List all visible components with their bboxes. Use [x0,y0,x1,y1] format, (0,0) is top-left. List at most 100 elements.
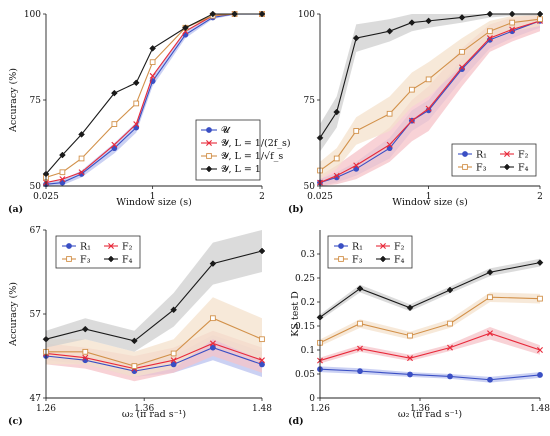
data-point-3-1-3 [447,344,453,351]
data-point-1-3-3 [386,27,393,35]
data-point-2-2-2 [131,363,138,369]
data-point-3-2-2 [407,332,413,339]
data-point-1-1-1 [333,172,340,179]
data-point-1-1-3 [386,141,393,148]
y-tick-label-1-0: 50 [304,182,316,192]
chart-panel-1: 0.025 1 2 50 75 100 Window size (s) (b) R₁ F₂ F₃ F₄ [288,10,544,215]
data-point-0-3-2 [78,131,85,138]
series-line-2-3 [45,250,263,342]
legend-entry-1-3: F₄ [518,163,529,174]
data-point-1-2-9 [537,16,543,23]
data-point-2-0-5 [259,361,265,368]
data-point-1-3-2 [352,34,360,42]
x-axis-label-1: Window size (s) [392,197,468,208]
x-tick-label-3-1: 1.36 [410,404,430,414]
y-tick-label-0-1: 75 [30,96,42,106]
data-point-2-2-4 [210,315,216,322]
y-tick-label-1-2: 100 [298,10,315,20]
x-tick-label-1-2: 2 [537,192,543,202]
panel-label-1: (b) [288,204,304,215]
series-line-3-3 [319,262,541,318]
band-3-1 [320,326,540,364]
y-tick-label-3-3: 0.15 [295,322,315,332]
series-line-1-2 [319,18,541,171]
legend-entry-2-3: F₄ [122,255,133,266]
data-point-0-1-2 [78,169,85,176]
data-point-3-0-4 [487,376,493,383]
series-line-2-1 [45,342,263,370]
data-point-1-2-8 [509,19,516,26]
y-tick-label-2-0: 47 [30,394,42,404]
data-point-1-2-4 [409,86,415,93]
data-point-1-2-2 [353,128,360,134]
y-tick-label-3-2: 0.1 [301,346,315,356]
y-tick-label-3-0: 0 [309,394,315,404]
legend-entry-3-0: R₁ [352,242,363,253]
series-line-2-0 [45,347,263,372]
data-point-1-1-8 [509,26,516,33]
data-point-2-3-5 [258,247,266,255]
data-point-0-1-1 [59,176,66,183]
data-point-3-1-5 [537,347,543,353]
data-point-3-3-5 [536,259,544,266]
y-tick-label-1-1: 75 [304,96,316,106]
y-tick-label-3-4: 0.2 [301,298,315,308]
data-point-0-3-9 [258,10,266,18]
series-line-3-0 [319,368,541,381]
legend-entry-3-3: F₄ [394,255,405,266]
data-point-0-3-5 [149,45,156,52]
data-point-2-1-5 [259,357,265,364]
data-point-1-1-7 [486,35,493,42]
data-point-0-0-3 [111,145,118,152]
data-point-2-0-3 [170,361,177,368]
band-1-1 [320,14,540,186]
data-point-0-3-8 [231,10,239,18]
series-line-1-0 [319,20,541,184]
chart-panel-0: 0.025 1 2 50 75 100 Window size (s) Accuracy (%… [8,10,291,215]
data-point-0-0-4 [133,124,140,131]
data-point-0-2-1 [59,169,66,176]
legend-0: 𝓤 𝓨, L = 1/(2f_s) 𝓨, L = 1/√f_s 𝓨, L = 1 [195,119,291,181]
legend-entry-0-2: 𝓨, L = 1/√f_s [221,151,283,162]
data-point-0-3-3 [111,89,118,97]
y-tick-label-0-0: 50 [30,182,42,192]
data-point-3-1-4 [487,330,493,337]
data-point-2-2-1 [82,348,89,355]
data-point-3-0-1 [357,368,363,375]
data-point-3-2-3 [447,320,453,327]
data-point-1-1-4 [408,117,415,124]
panel-label-0: (a) [8,204,23,215]
x-tick-label-3-2: 1.48 [530,404,550,414]
data-point-0-3-4 [132,79,140,87]
x-tick-label-0-0: 0.025 [33,192,59,202]
y-tick-label-3-6: 0.3 [301,250,316,260]
data-point-3-0-5 [537,372,543,378]
data-point-2-3-1 [81,325,89,333]
series-line-3-2 [319,296,541,344]
x-tick-label-1-1: 1 [426,192,432,202]
legend-entry-0-1: 𝓨, L = 1/(2f_s) [221,138,291,149]
data-point-1-3-1 [333,108,341,116]
data-point-0-3-7 [209,10,217,18]
data-point-3-3-1 [356,285,364,292]
data-point-2-3-4 [209,260,217,267]
y-tick-label-3-1: 0.05 [295,370,315,380]
legend-entry-3-2: F₃ [352,255,363,266]
data-point-3-2-4 [487,294,493,301]
data-point-1-3-9 [536,10,544,18]
band-2-3 [46,230,262,352]
data-point-1-1-2 [353,162,360,169]
data-point-1-3-8 [508,10,516,18]
data-point-0-0-1 [59,179,66,186]
legend-1: R₁ F₂ F₃ F₄ [451,143,537,177]
data-point-1-2-6 [459,48,465,55]
series-line-0-0 [45,13,262,185]
legend-entry-2-2: F₃ [80,255,91,266]
series-line-2-2 [46,317,263,367]
x-tick-label-1-0: 0.025 [307,192,333,202]
data-point-3-0-2 [407,371,413,378]
x-axis-label-3: ω₂ (π rad s⁻¹) [398,409,462,420]
legend-entry-1-1: F₂ [518,150,529,161]
series-line-1-3 [319,13,540,139]
